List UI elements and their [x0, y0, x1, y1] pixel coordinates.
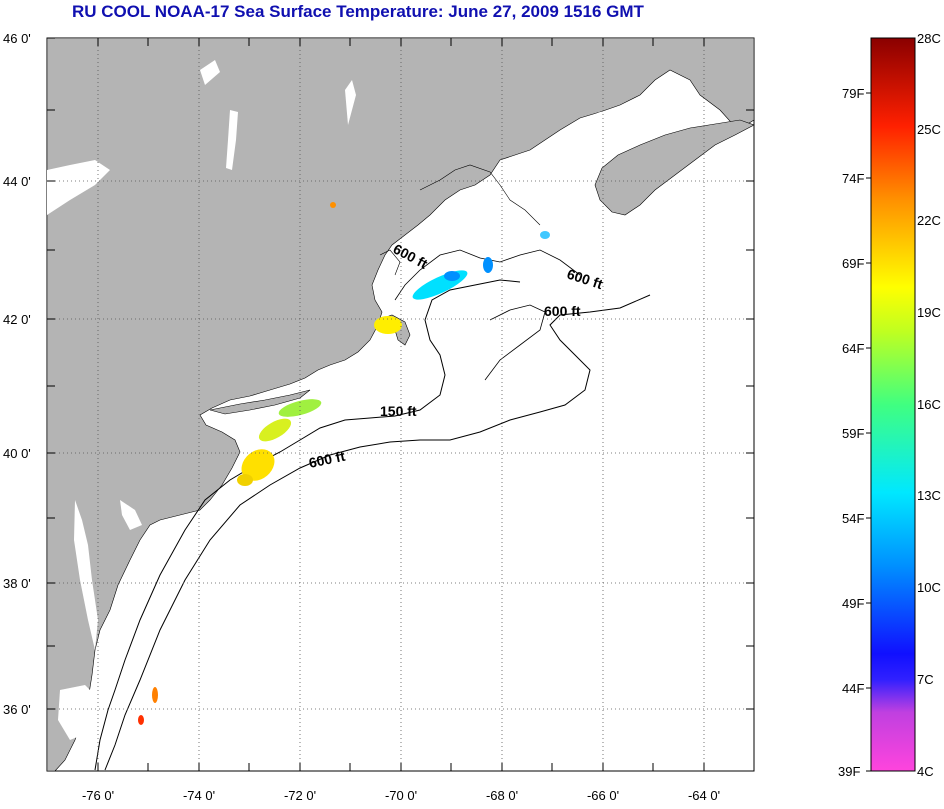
bay-of-fundy	[578, 110, 620, 150]
map-title: RU COOL NOAA-17 Sea Surface Temperature:…	[72, 2, 644, 21]
lake-small-2	[345, 80, 356, 125]
lon-label-64: -64 0'	[688, 788, 720, 803]
lat-label-44: 44 0'	[3, 174, 31, 189]
sst-patch-blue-gulf	[444, 271, 460, 281]
lat-label-46: 46 0'	[3, 31, 31, 46]
sst-patch-red-hatteras	[138, 715, 144, 725]
cb-f-74: 74F	[842, 171, 864, 186]
lon-label-66: -66 0'	[587, 788, 619, 803]
contour-label-3: 600 ft	[544, 303, 581, 319]
contour-label-5: 600 ft	[307, 448, 346, 471]
contour-150ft	[94, 279, 521, 771]
lon-label-76: -76 0'	[82, 788, 114, 803]
lat-label-40: 40 0'	[3, 446, 31, 461]
cb-f-64: 64F	[842, 341, 864, 356]
land-long-island	[209, 389, 311, 415]
cb-c-10: 10C	[917, 580, 941, 595]
sst-patch-yellow-nj-2	[237, 474, 253, 486]
lat-label-42: 42 0'	[3, 312, 31, 327]
sst-patch-cyan-ne	[540, 231, 550, 239]
pamlico-sound	[58, 685, 100, 740]
cb-f-54: 54F	[842, 511, 864, 526]
cb-c-16: 16C	[917, 397, 941, 412]
axis-ticks	[47, 37, 754, 771]
lon-label-68: -68 0'	[486, 788, 518, 803]
map-layers	[47, 38, 754, 771]
cb-f-49: 49F	[842, 596, 864, 611]
sst-patch-yellowgreen-1	[258, 418, 292, 442]
sst-patch-orange-hatteras	[152, 687, 158, 703]
sst-patch-blue-east	[483, 257, 493, 273]
delaware-bay	[120, 500, 142, 530]
lon-label-72: -72 0'	[284, 788, 316, 803]
cb-c-22: 22C	[917, 213, 941, 228]
colorbar-ticks	[866, 92, 871, 772]
lat-label-38: 38 0'	[3, 576, 31, 591]
cb-c-28: 28C	[917, 31, 941, 46]
lat-label-36: 36 0'	[3, 702, 31, 717]
chesapeake-bay	[74, 500, 98, 650]
cb-c-19: 19C	[917, 305, 941, 320]
contour-label-4: 150 ft	[380, 403, 417, 419]
sst-patch-orange-maine	[330, 202, 336, 208]
lon-label-74: -74 0'	[183, 788, 215, 803]
cb-c-4: 4C	[917, 764, 934, 779]
contour-600ft-gulf	[394, 249, 581, 381]
cb-c-7: 7C	[917, 672, 934, 687]
land-nova-scotia	[594, 119, 754, 216]
lake-ontario-edge	[47, 160, 110, 215]
contour-600ft-shelf	[104, 294, 651, 771]
lake-small-1	[200, 60, 220, 85]
cb-f-79: 79F	[842, 86, 864, 101]
cb-f-59: 59F	[842, 426, 864, 441]
cb-c-25: 25C	[917, 122, 941, 137]
colorbar	[870, 37, 916, 772]
sst-patch-green-shelf	[278, 399, 322, 417]
lon-label-70: -70 0'	[385, 788, 417, 803]
coast-detail	[379, 164, 541, 276]
cb-f-44: 44F	[842, 681, 864, 696]
cb-c-13: 13C	[917, 488, 941, 503]
sst-patch-yellow-capecod	[374, 316, 402, 334]
cb-f-39: 39F	[838, 764, 860, 779]
lake-champlain	[226, 110, 238, 170]
cb-f-69: 69F	[842, 256, 864, 271]
sst-patch-yellow-nj	[241, 449, 275, 481]
land-mainland	[47, 38, 754, 771]
